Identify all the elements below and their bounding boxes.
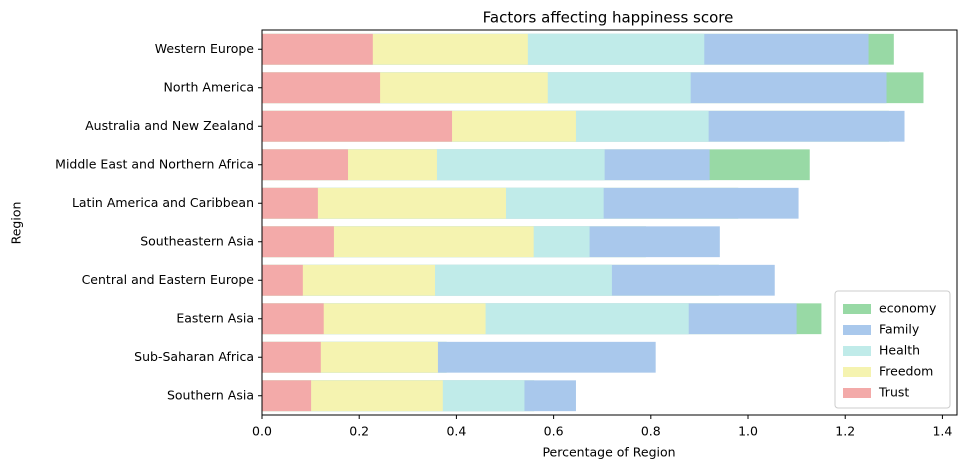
- legend-label: Trust: [878, 385, 909, 400]
- x-tick-label: 1.2: [835, 424, 855, 439]
- legend-label: Family: [879, 322, 920, 337]
- bar: [262, 380, 312, 412]
- y-tick-label: Sub-Saharan Africa: [134, 349, 254, 364]
- legend-frame: [834, 290, 951, 409]
- y-tick-label: Latin America and Caribbean: [72, 195, 254, 210]
- legend-swatch: [843, 388, 871, 398]
- legend-swatch: [843, 367, 871, 377]
- bar: [262, 149, 349, 181]
- y-tick-label: Southern Asia: [167, 387, 254, 402]
- x-tick-label: 1.4: [932, 424, 952, 439]
- bar: [262, 226, 334, 258]
- x-tick-label: 0.4: [446, 424, 466, 439]
- bar: [262, 72, 381, 104]
- y-tick-label: Central and Eastern Europe: [82, 272, 255, 287]
- bar: [262, 303, 324, 335]
- x-tick-label: 0.2: [349, 424, 369, 439]
- legend-swatch: [843, 304, 871, 314]
- legend: economy Family Health Freedom Trust: [834, 290, 951, 409]
- y-tick-label: Australia and New Zealand: [85, 118, 254, 133]
- x-axis-label: Percentage of Region: [542, 445, 675, 460]
- x-tick-label: 0.0: [252, 424, 272, 439]
- legend-swatch: [843, 325, 871, 335]
- y-tick-label: North America: [164, 79, 255, 94]
- y-tick-label: Middle East and Northern Africa: [55, 156, 254, 171]
- y-axis-label: Region: [9, 202, 24, 245]
- chart-title: Factors affecting happiness score: [483, 9, 734, 27]
- bar: [262, 33, 373, 65]
- bar: [262, 187, 318, 219]
- plot-frame: [261, 29, 958, 416]
- y-tick-label: Southeastern Asia: [140, 233, 254, 248]
- legend-swatch: [843, 346, 871, 356]
- x-tick-label: 1.0: [738, 424, 758, 439]
- y-tick-label: Western Europe: [155, 41, 255, 56]
- bar: [262, 341, 321, 373]
- x-tick-label: 0.6: [544, 424, 564, 439]
- x-tick-label: 0.8: [641, 424, 661, 439]
- legend-label: Health: [879, 343, 920, 358]
- y-tick-label: Eastern Asia: [176, 310, 254, 325]
- legend-label: economy: [879, 301, 937, 316]
- bar: [262, 264, 303, 296]
- legend-label: Freedom: [879, 364, 933, 379]
- bar: [262, 110, 453, 142]
